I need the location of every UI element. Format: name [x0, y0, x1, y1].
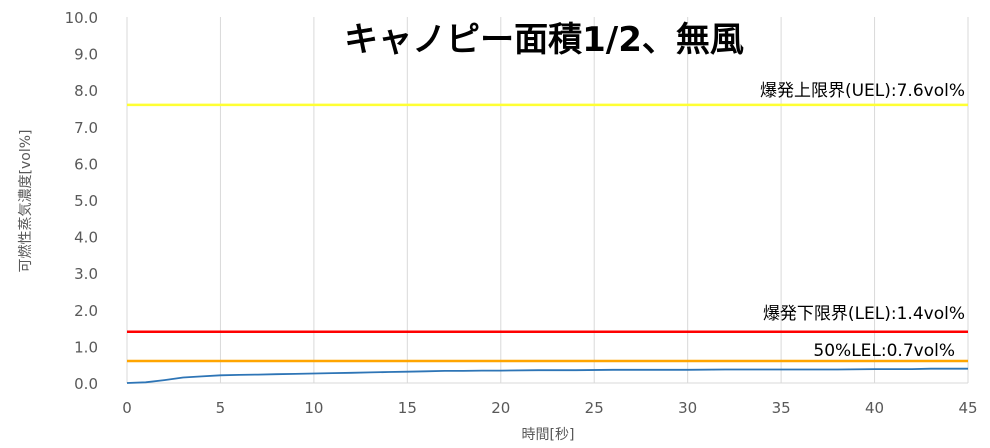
grid: [126, 17, 969, 384]
x-tick-label-4: 20: [491, 399, 510, 417]
series-line-0: [126, 367, 968, 384]
y-tick-label-7: 7.0: [74, 119, 98, 137]
y-tick-label-10: 10.0: [65, 9, 98, 27]
reference-lines: [127, 103, 968, 363]
reference-label-0: 爆発上限界(UEL):7.6vol%: [760, 81, 965, 101]
x-tick-labels: 0 5 10 15 20 25 30 35 40 45: [122, 399, 977, 417]
y-tick-label-5: 5.0: [74, 192, 98, 210]
x-tick-label-7: 35: [772, 399, 791, 417]
y-tick-label-1: 1.0: [74, 338, 98, 356]
reference-label-1: 爆発下限界(LEL):1.4vol%: [763, 304, 965, 324]
x-tick-label-1: 5: [216, 399, 226, 417]
y-tick-labels: 0.0 1.0 2.0 3.0 4.0 5.0 6.0 7.0 8.0 9.0 10.0: [65, 9, 98, 393]
reference-annotations: 爆発上限界(UEL):7.6vol% 爆発下限界(LEL):1.4vol% 50%L…: [760, 81, 965, 361]
x-tick-label-6: 30: [678, 399, 697, 417]
x-tick-label-9: 45: [958, 399, 977, 417]
y-tick-label-9: 9.0: [74, 46, 98, 64]
x-tick-label-3: 15: [398, 399, 417, 417]
y-tick-label-4: 4.0: [74, 229, 98, 247]
x-tick-label-8: 40: [865, 399, 884, 417]
x-tick-label-2: 10: [304, 399, 323, 417]
x-tick-label-0: 0: [122, 399, 132, 417]
x-tick-label-5: 25: [585, 399, 604, 417]
y-axis-label: 可燃性蒸気濃度[vol%]: [17, 130, 34, 273]
y-tick-label-2: 2.0: [74, 302, 98, 320]
y-tick-label-6: 6.0: [74, 155, 98, 173]
y-tick-label-0: 0.0: [74, 375, 98, 393]
y-tick-label-8: 8.0: [74, 82, 98, 100]
series-group: [126, 367, 968, 384]
reference-label-2: 50%LEL:0.7vol%: [813, 341, 955, 361]
chart-title: キャノピー面積1/2、無風: [344, 20, 744, 60]
x-axis-label: 時間[秒]: [522, 427, 575, 443]
y-tick-label-3: 3.0: [74, 265, 98, 283]
